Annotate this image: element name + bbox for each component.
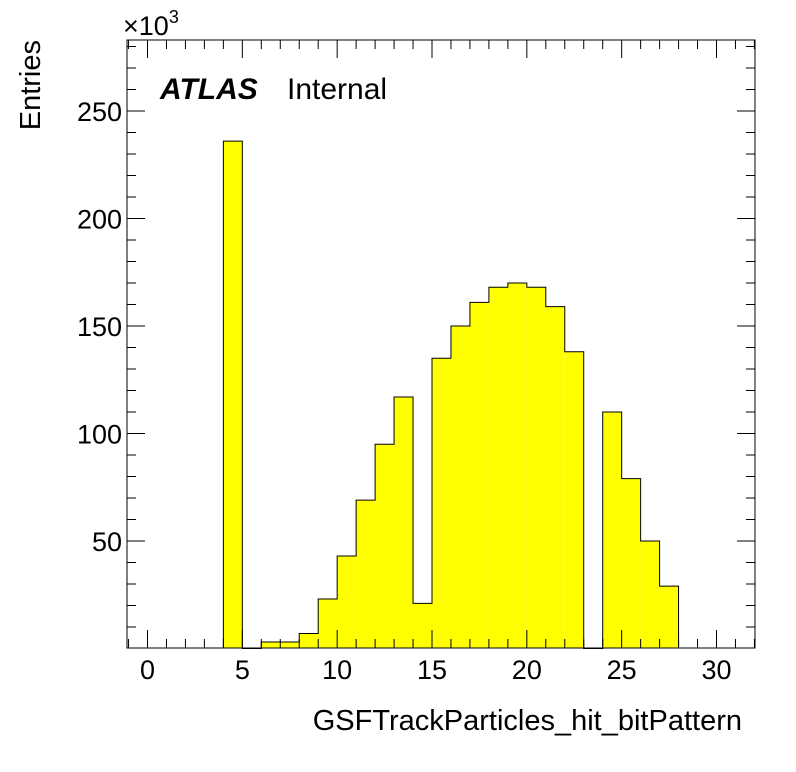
histogram-bar (488, 287, 508, 648)
x-axis-label: GSFTrackParticles_hit_bitPattern (313, 705, 742, 737)
histogram-bar (261, 642, 281, 648)
histogram-bar (375, 444, 395, 648)
x-tick-label: 0 (140, 655, 155, 685)
histogram-bar (526, 287, 546, 648)
histogram-bar (621, 478, 641, 648)
x-tick-label: 20 (512, 655, 542, 685)
histogram-bar (280, 642, 300, 648)
x-tick-label: 25 (607, 655, 637, 685)
internal-label: Internal (287, 73, 387, 106)
x-tick-label: 10 (322, 655, 352, 685)
histogram-bar (356, 500, 376, 648)
histogram-bar (602, 412, 622, 648)
histogram-bar (545, 306, 565, 648)
histogram-bar (413, 603, 432, 648)
histogram-bar (507, 283, 527, 648)
plot-frame (126, 39, 756, 649)
histogram-bars (222, 140, 680, 649)
x-tick-label: 30 (701, 655, 731, 685)
histogram-bar (450, 326, 470, 648)
y-tick-label: 250 (77, 97, 122, 127)
histogram-bar (640, 541, 660, 648)
histogram-bar (318, 599, 338, 648)
y-tick-label: 100 (77, 420, 122, 450)
histogram-bar (394, 396, 414, 648)
y-multiplier-label: ×103 (123, 7, 179, 41)
histogram-bar (223, 141, 243, 648)
y-axis-label: Entries (15, 40, 47, 130)
y-tick-label: 150 (77, 312, 122, 342)
histogram-bar (564, 351, 584, 648)
axis-ticks (127, 40, 755, 648)
y-tick-label: 200 (77, 205, 122, 235)
x-tick-label: 15 (417, 655, 447, 685)
axis-tick-labels: 0 5 10 15 20 25 30 50 100 150 200 250 (77, 97, 732, 685)
histogram-bar (299, 633, 319, 648)
histogram-bar (659, 586, 679, 648)
histogram-bar (337, 556, 357, 648)
y-tick-label: 50 (92, 527, 122, 557)
x-tick-label: 5 (235, 655, 250, 685)
atlas-label: ATLAS (159, 73, 258, 106)
histogram-bar (469, 302, 489, 648)
histogram-bar (432, 358, 451, 648)
